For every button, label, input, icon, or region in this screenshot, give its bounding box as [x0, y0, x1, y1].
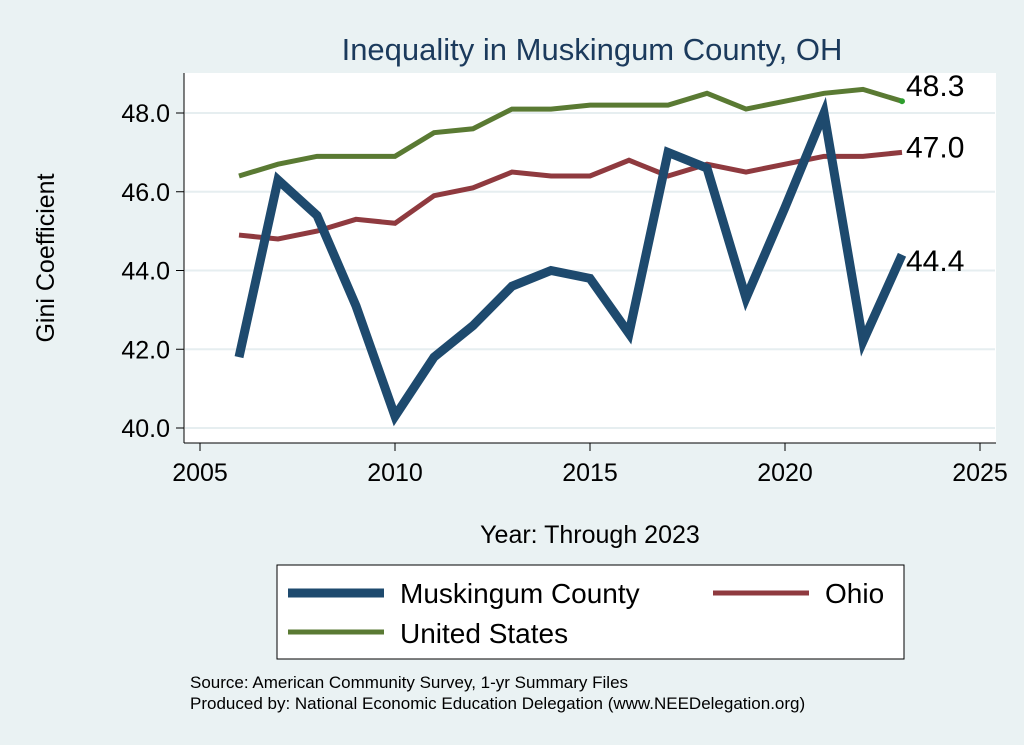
end-label-united-states: 48.3: [906, 70, 964, 103]
y-tick-label: 44.0: [121, 258, 170, 286]
y-tick-label: 40.0: [121, 415, 170, 443]
end-marker-united-states: [899, 98, 905, 105]
y-axis-label: Gini Coefficient: [32, 173, 60, 342]
series-lines: [234, 86, 907, 427]
series-line-muskingum-county: [234, 96, 907, 427]
x-axis-label: Year: Through 2023: [480, 521, 700, 549]
end-label-ohio: 47.0: [906, 131, 964, 164]
x-axis-ticks: 2005 2010 2015 2020 2025: [172, 443, 1008, 487]
end-labels: 44.4 47.0 48.3: [899, 70, 964, 278]
legend-label-muskingum: Muskingum County: [400, 578, 640, 609]
x-tick-label: 2025: [952, 459, 1008, 487]
y-tick-label: 42.0: [121, 336, 170, 364]
series-line-ohio: [238, 149, 903, 242]
legend-box: [276, 564, 905, 660]
legend: Muskingum County Ohio United States: [276, 564, 905, 660]
legend-label-ohio: Ohio: [825, 578, 884, 609]
y-tick-label: 48.0: [121, 100, 170, 128]
x-tick-label: 2010: [367, 459, 423, 487]
end-label-muskingum-county: 44.4: [906, 245, 964, 278]
y-axis-ticks: 40.0 42.0 44.0 46.0 48.0: [121, 100, 184, 443]
legend-label-united-states: United States: [400, 618, 568, 649]
x-tick-label: 2005: [172, 459, 228, 487]
x-tick-label: 2020: [757, 459, 813, 487]
series-line-united-states: [238, 86, 903, 179]
y-tick-label: 46.0: [121, 179, 170, 207]
x-tick-label: 2015: [562, 459, 618, 487]
gridlines: [185, 112, 995, 429]
producer-note: Produced by: National Economic Education…: [190, 694, 805, 713]
plot-area: [184, 73, 996, 443]
chart-title: Inequality in Muskingum County, OH: [342, 32, 843, 67]
source-note: Source: American Community Survey, 1-yr …: [190, 673, 628, 692]
